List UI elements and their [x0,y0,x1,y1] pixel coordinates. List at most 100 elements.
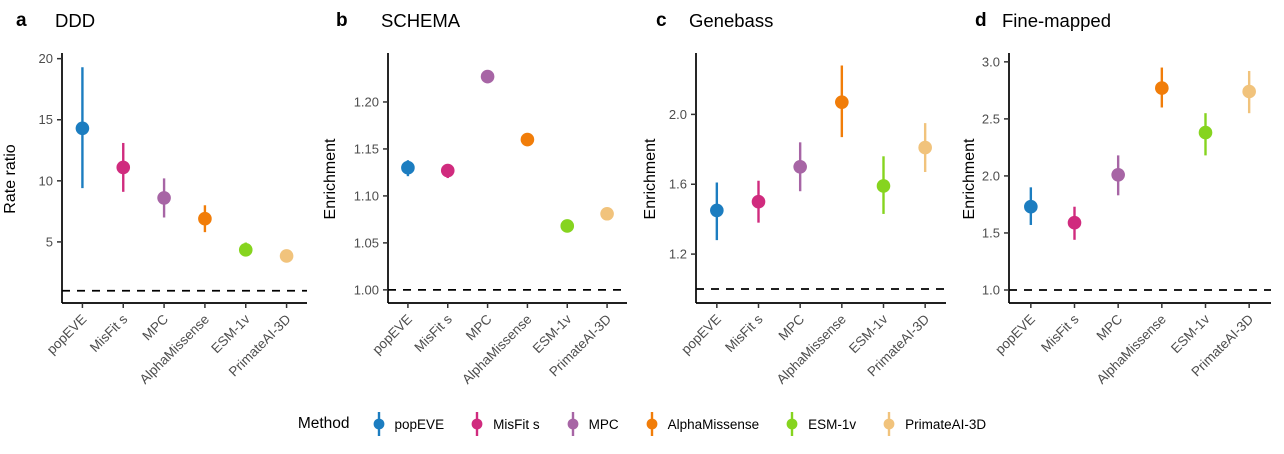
y-tick-label: 1.15 [354,141,379,156]
point-MPC [793,159,807,174]
panel-title-d: Fine-mapped [1002,10,1112,31]
legend-key-icon [373,412,384,436]
legend: Method popEVE MisFit s MPC AlphaMissense ESM… [0,398,1284,450]
legend-key-point [373,418,384,430]
y-tick-label: 2.5 [982,111,1000,126]
y-axis-label: Rate ratio [2,144,19,213]
panel-title-a: DDD [55,10,96,31]
point-PrimateAI-3D [279,249,294,263]
legend-entries: popEVE MisFit s MPC AlphaMissense ESM-1v Prim… [372,409,986,439]
y-axis-label: Enrichment [961,138,978,219]
y-axis-label: Enrichment [642,138,659,219]
point-ESM-1v [1198,125,1213,140]
panel-letter-b: b [336,10,348,31]
x-tick-label: popEVE [678,312,724,358]
y-tick-label: 1.00 [354,282,379,297]
x-tick-label: MPC [1093,311,1125,343]
point-MisFit s [751,194,766,209]
y-tick-label: 2.0 [982,168,1000,183]
x-tick-label: ESM-1v [1168,311,1213,356]
panel-b: b SCHEMA Enrichment 1.00 1.05 1.10 1.15 1.20 p… [320,0,640,398]
y-tick-label: 10 [39,173,53,188]
panel-title-c: Genebass [689,10,774,31]
y-tick-label: 1.2 [669,247,687,262]
legend-key-point [883,418,895,430]
point-popEVE [401,160,415,175]
y-tick-label: 20 [39,51,53,66]
panel-c: c Genebass Enrichment 1.2 1.6 2.0 popEVE MisF… [640,0,959,398]
panel-a: a DDD Rate ratio 5 10 15 20 popEVE MisFit s MPC… [0,0,320,398]
legend-entry-4: ESM-1v [785,409,856,439]
chart-fine-mapped: Enrichment 1.0 1.5 2.0 2.5 3.0 popEVE MisFit s M… [961,53,1271,387]
legend-entry-label: PrimateAI-3D [905,416,987,432]
y-tick-label: 15 [39,112,53,127]
panel-letter-d: d [975,10,987,31]
point-MisFit s [116,160,131,175]
legend-entry-label: AlphaMissense [667,416,760,432]
point-MisFit s [1067,215,1082,230]
legend-key-point [471,418,483,430]
y-tick-label: 3.0 [982,54,1000,69]
point-popEVE [1024,199,1038,214]
x-tick-label: MisFit s [411,311,455,355]
point-PrimateAI-3D [918,140,932,155]
x-tick-label: MisFit s [87,311,131,355]
y-tick-label: 5 [46,234,53,249]
point-AlphaMissense [835,95,849,109]
panels-row: a DDD Rate ratio 5 10 15 20 popEVE MisFit s MPC… [0,0,1284,398]
point-popEVE [710,203,724,218]
x-tick-label: MisFit s [722,311,766,355]
point-MPC [157,191,171,205]
legend-key-icon [567,412,578,436]
x-tick-label: popEVE [992,312,1038,358]
legend-entry-0: popEVE [372,409,445,439]
y-tick-label: 2.0 [669,107,687,122]
legend-key-icon [786,412,798,436]
panel-d: d Fine-mapped Enrichment 1.0 1.5 2.0 2.5 3.0 p… [959,0,1284,398]
point-ESM-1v [876,179,891,193]
legend-entry-2: MPC [566,409,619,439]
y-tick-label: 1.5 [982,225,1000,240]
x-tick-label: MPC [139,311,171,343]
y-tick-label: 1.20 [354,94,379,109]
y-tick-label: 1.0 [982,282,1000,297]
legend-entry-5: PrimateAI-3D [882,409,986,439]
x-tick-label: MPC [463,311,495,343]
panel-title-b: SCHEMA [381,10,461,31]
point-AlphaMissense [520,132,535,147]
point-ESM-1v [238,243,253,257]
point-PrimateAI-3D [600,206,614,221]
point-PrimateAI-3D [1242,84,1256,99]
point-popEVE [75,121,90,136]
y-tick-label: 1.05 [354,235,379,250]
legend-entry-label: popEVE [394,416,445,432]
legend-key-icon [646,412,657,436]
x-tick-label: popEVE [369,312,415,358]
x-tick-label: MPC [775,311,807,343]
x-tick-label: AlphaMissense [459,312,534,387]
legend-key-point [786,418,798,430]
point-AlphaMissense [1155,81,1169,95]
legend-key-point [567,418,578,430]
point-AlphaMissense [198,211,212,226]
legend-title: Method [297,415,350,432]
legend-key-icon [471,412,483,436]
point-ESM-1v [560,219,575,233]
y-tick-label: 1.6 [669,177,687,192]
legend-entry-label: MisFit s [493,416,540,432]
point-MPC [480,69,495,84]
x-tick-label: popEVE [44,312,90,358]
y-axis-label: Enrichment [322,138,339,219]
panel-letter-c: c [656,10,667,31]
y-tick-label: 1.10 [354,188,379,203]
panel-letter-a: a [16,10,27,31]
legend-entry-label: ESM-1v [808,416,857,432]
legend-key-icon [883,412,895,436]
legend-entry-1: MisFit s [470,409,540,439]
point-MPC [1111,167,1125,182]
chart-schema: Enrichment 1.00 1.05 1.10 1.15 1.20 popEVEMisF… [322,53,627,387]
legend-key-point [646,418,657,430]
legend-entry-3: AlphaMissense [645,409,760,439]
